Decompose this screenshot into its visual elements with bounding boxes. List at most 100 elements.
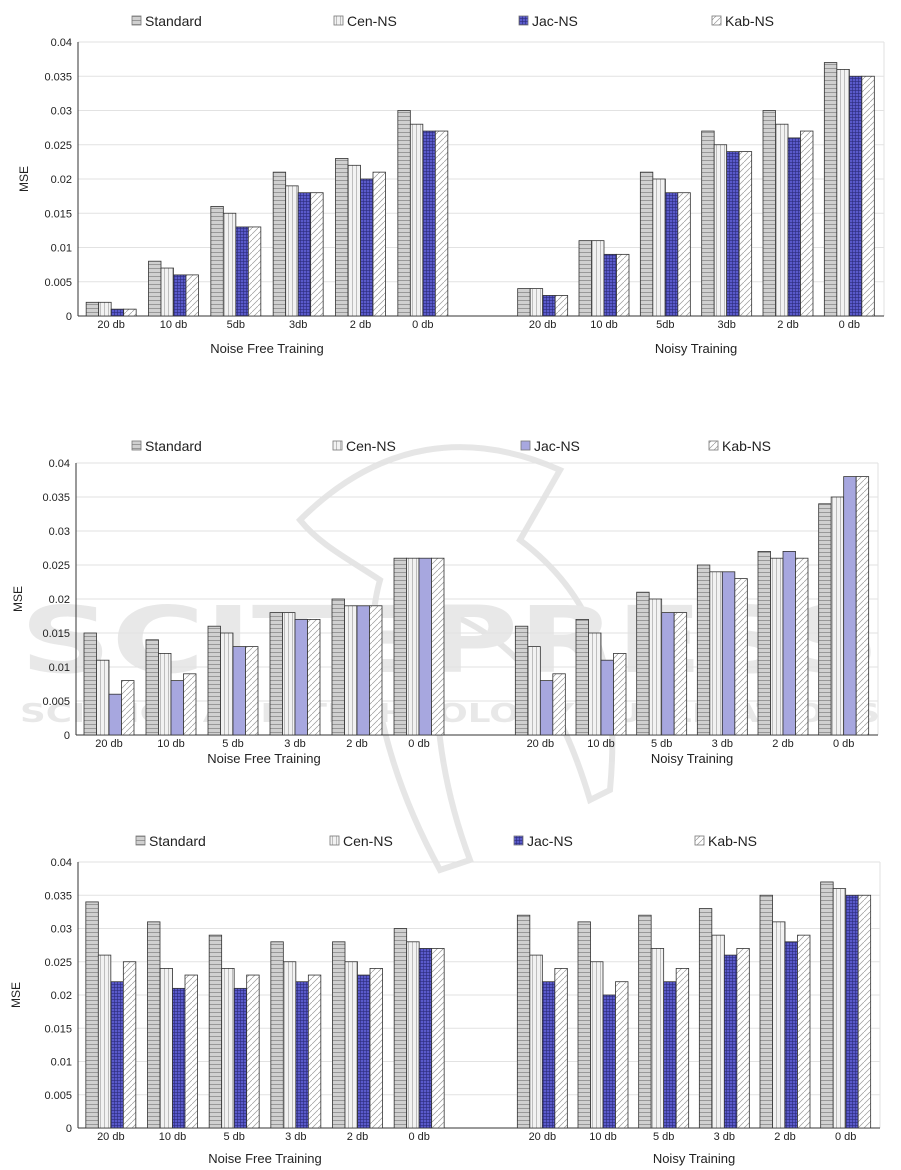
bar-kab-ns-noisy [797, 934, 811, 1129]
chart-panel-2: 0 0.005 0.01 0.015 0.02 0.025 0.03 0.035 0.04 MSE… [11, 438, 879, 766]
bar-jac-ns-noisy [539, 680, 554, 736]
legend-label-standard: Standard [149, 833, 206, 849]
x-tick-label: 3db [289, 319, 307, 331]
x-tick-label: 0 db [835, 1131, 856, 1143]
bar-kab-ns-noisy [861, 75, 875, 317]
bar-cen-ns-noisy [529, 954, 543, 1129]
bar-standard-noisy [820, 881, 834, 1129]
bar-cen-ns-noise-free [96, 659, 110, 736]
x-tick-label: 10 db [589, 1131, 617, 1143]
bar-cen-ns-noise-free [159, 968, 173, 1129]
x-tick-label: 2 db [777, 319, 798, 331]
bar-standard-noisy [577, 921, 591, 1129]
bar-cen-ns-noisy [711, 934, 725, 1129]
bar-jac-ns-noisy [664, 192, 679, 317]
bar-kab-ns-noise-free [185, 274, 199, 317]
bar-kab-ns-noisy [554, 968, 568, 1129]
bar-jac-ns-noise-free [108, 693, 122, 736]
x-tick-label: 10 db [160, 319, 188, 331]
bar-standard-noisy [516, 914, 531, 1129]
bar-jac-ns-noisy [663, 981, 677, 1129]
bar-jac-ns-noise-free [170, 680, 184, 736]
x-tick-label: 10 db [590, 319, 618, 331]
x-tick-label: 5 db [651, 738, 672, 750]
bar-standard-noisy [696, 564, 711, 736]
bar-cen-ns-noisy [713, 144, 728, 317]
bar-standard-noise-free [272, 171, 287, 317]
bar-standard-noise-free [335, 158, 349, 317]
bar-standard-noise-free [148, 260, 162, 317]
bar-kab-ns-noise-free [369, 605, 383, 736]
bar-jac-ns-noise-free [233, 987, 248, 1129]
y-tick-label: 0.01 [51, 243, 72, 255]
legend-swatch-jac-ns [513, 835, 524, 846]
bar-kab-ns-noisy [855, 476, 870, 736]
x-tick-label: 5 db [223, 1131, 244, 1143]
bar-kab-ns-noise-free [121, 680, 135, 736]
bar-kab-ns-noisy [554, 295, 569, 317]
bar-cen-ns-noisy [770, 557, 784, 736]
bar-cen-ns-noise-free [406, 941, 420, 1129]
bar-jac-ns-noise-free [357, 974, 371, 1129]
bar-kab-ns-noise-free [434, 130, 449, 317]
x-tick-label: 2 db [350, 319, 371, 331]
bar-cen-ns-noisy [650, 948, 665, 1129]
x-tick-label: 20 db [95, 738, 123, 750]
bar-standard-noisy [701, 130, 715, 317]
y-tick-label: 0 [66, 1123, 72, 1135]
bar-jac-ns-noise-free [110, 981, 124, 1129]
bar-standard-noise-free [83, 632, 97, 736]
bar-cen-ns-noisy [590, 961, 604, 1129]
bar-standard-noise-free [393, 557, 407, 736]
x-tick-label: 0 db [408, 738, 429, 750]
bar-kab-ns-noise-free [245, 646, 259, 736]
x-tick-label: 5 db [222, 738, 243, 750]
legend-swatch-standard [131, 15, 142, 26]
y-tick-label: 0.005 [44, 1090, 72, 1102]
x-tick-label: 10 db [159, 1131, 187, 1143]
bar-standard-noise-free [332, 941, 346, 1129]
bar-standard-noise-free [331, 598, 345, 736]
bar-kab-ns-noisy [795, 557, 809, 736]
bar-kab-ns-noise-free [122, 961, 137, 1129]
bar-jac-ns-noisy [845, 894, 859, 1129]
y-axis-title: MSE [11, 586, 25, 612]
x-tick-label: 10 db [587, 738, 615, 750]
bar-jac-ns-noise-free [294, 619, 308, 736]
x-tick-label: 5db [656, 319, 674, 331]
legend-label-jac-ns: Jac-NS [532, 13, 578, 29]
bar-standard-noisy [759, 894, 773, 1129]
legend-swatch-standard [135, 835, 146, 846]
bar-jac-ns-noise-free [360, 178, 374, 317]
bar-standard-noise-free [85, 301, 100, 317]
bar-standard-noisy [639, 171, 654, 317]
bar-cen-ns-noisy [588, 632, 602, 736]
legend-label-kab-ns: Kab-NS [722, 438, 771, 454]
bar-jac-ns-noise-free [297, 192, 312, 317]
legend-swatch-kab-ns [694, 835, 705, 846]
group-title: Noisy Training [651, 751, 733, 766]
y-tick-label: 0 [64, 730, 70, 742]
bar-kab-ns-noisy [736, 948, 750, 1129]
x-tick-label: 5db [227, 319, 245, 331]
y-tick-label: 0.025 [44, 140, 72, 152]
x-tick-label: 5 db [653, 1131, 674, 1143]
bar-kab-ns-noisy [734, 578, 748, 736]
bar-cen-ns-noise-free [285, 185, 299, 317]
bar-jac-ns-noise-free [110, 308, 125, 317]
bar-standard-noisy [514, 625, 529, 736]
y-tick-label: 0.03 [51, 924, 72, 936]
bar-jac-ns-noisy [784, 941, 798, 1129]
y-tick-label: 0.035 [44, 71, 72, 83]
x-tick-label: 3 db [285, 1131, 306, 1143]
bar-cen-ns-noise-free [282, 612, 296, 736]
bar-cen-ns-noise-free [222, 212, 237, 317]
bar-standard-noisy [698, 908, 713, 1129]
y-tick-label: 0.015 [44, 1023, 72, 1035]
y-tick-label: 0.03 [51, 106, 72, 118]
y-tick-label: 0.005 [42, 696, 70, 708]
bar-standard-noise-free [397, 110, 411, 317]
bar-kab-ns-noisy [677, 192, 691, 317]
legend-label-kab-ns: Kab-NS [725, 13, 774, 29]
